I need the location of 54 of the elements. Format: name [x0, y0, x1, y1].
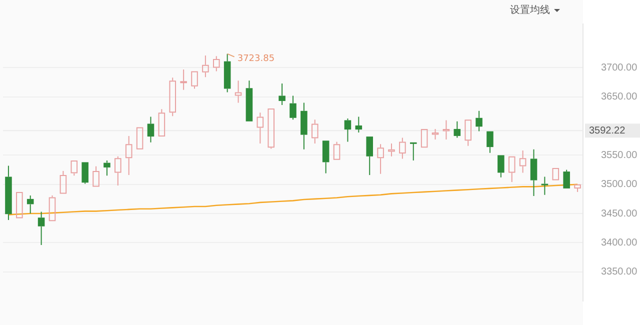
candlestick — [114, 156, 122, 186]
candlestick — [322, 140, 330, 174]
candlestick — [454, 120, 461, 138]
candlestick — [476, 110, 482, 132]
candlestick — [410, 142, 417, 161]
candlestick — [5, 165, 12, 220]
candlestick — [180, 68, 187, 90]
ref-line-label: 3592.22 — [589, 125, 626, 136]
candlestick — [311, 119, 318, 144]
candlestick — [399, 137, 406, 160]
candlestick — [574, 184, 581, 192]
candlestick — [104, 160, 110, 176]
candlestick — [26, 194, 34, 214]
candlestick — [38, 211, 45, 246]
candlestick — [224, 53, 231, 93]
candlestick — [486, 131, 494, 154]
candlestick — [256, 112, 264, 144]
candlestick — [366, 136, 373, 176]
candlestick — [432, 128, 439, 140]
candlestick — [355, 116, 362, 133]
candlestick — [60, 170, 67, 194]
candlestick — [213, 56, 220, 72]
annotation: 3723.85 — [237, 54, 275, 64]
candlestick — [344, 118, 352, 142]
candlestick — [388, 143, 395, 157]
y-tick-label: 3350.00 — [601, 266, 638, 278]
candlestick — [169, 77, 176, 117]
y-tick-label: 3450.00 — [601, 208, 638, 220]
candlestick — [290, 95, 296, 120]
y-tick-label: 3500.00 — [601, 179, 638, 190]
y-tick-label: 3550.00 — [601, 150, 638, 161]
candlestick — [82, 162, 88, 184]
candlestick — [92, 166, 100, 187]
candlestick — [519, 150, 526, 174]
candlestick — [508, 156, 516, 183]
candlestick — [268, 108, 275, 150]
y-tick-label: 3700.00 — [601, 62, 638, 74]
candlestick — [541, 176, 548, 196]
text: 设置均线 — [510, 4, 550, 17]
candlestick — [278, 82, 286, 106]
y-tick-label: 3650.00 — [601, 92, 638, 103]
candlestick — [202, 54, 209, 78]
candlestick — [530, 148, 538, 197]
candlestick — [246, 80, 253, 122]
candlestick — [442, 120, 450, 140]
candlestick — [464, 120, 472, 146]
candlestick — [158, 108, 166, 137]
candlestick — [300, 102, 308, 150]
candlestick — [147, 116, 154, 143]
candlestick — [234, 80, 242, 104]
candlestick — [377, 144, 384, 174]
candlestick — [498, 155, 504, 178]
y-tick-label: 3400.00 — [601, 237, 638, 248]
candlestick — [125, 135, 132, 176]
